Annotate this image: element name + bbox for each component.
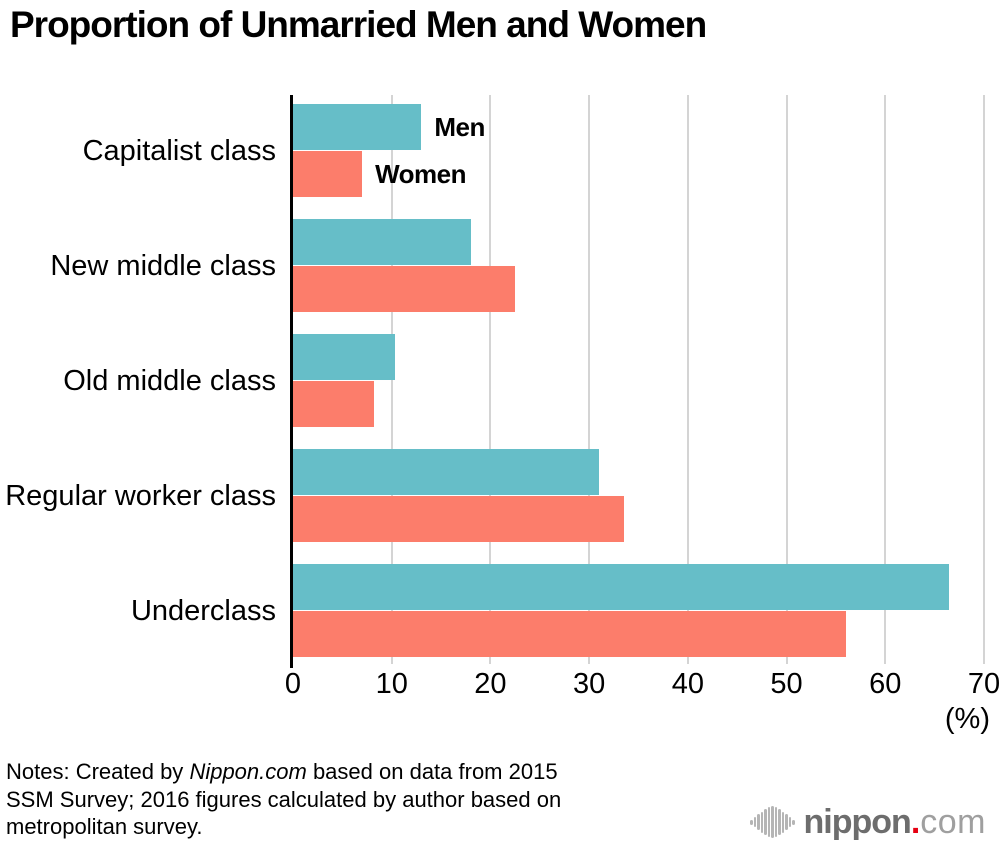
x-tick-label-70: 70 bbox=[967, 668, 1000, 700]
notes-line3: metropolitan survey. bbox=[6, 814, 203, 839]
x-axis-tick-labels: 0 10 20 30 40 50 60 70 bbox=[285, 668, 1000, 702]
x-tick-label-0: 0 bbox=[284, 668, 302, 700]
category-label-3: Old middle class bbox=[63, 364, 276, 397]
x-tick-label-40: 40 bbox=[671, 668, 704, 700]
bar-men-5 bbox=[293, 564, 950, 610]
x-tick-label-30: 30 bbox=[573, 668, 606, 700]
notes-prefix: Notes: Created by bbox=[6, 759, 190, 784]
bar-men-4 bbox=[293, 449, 599, 495]
bar-women-5 bbox=[293, 611, 846, 657]
bar-women-4 bbox=[293, 496, 624, 542]
soundwave-icon bbox=[750, 802, 795, 842]
bar-women-3 bbox=[293, 381, 374, 427]
logo-dot: . bbox=[910, 802, 921, 841]
bar-men-2 bbox=[293, 219, 471, 265]
bar-men-3 bbox=[293, 334, 395, 380]
x-tick-label-20: 20 bbox=[474, 668, 507, 700]
gridline-60 bbox=[884, 95, 887, 664]
legend-label-men: Men bbox=[434, 112, 485, 142]
category-label-1: Capitalist class bbox=[82, 134, 276, 167]
logo-tld: com bbox=[920, 802, 986, 841]
x-tick-label-50: 50 bbox=[770, 668, 803, 700]
notes-line2: SSM Survey; 2016 figures calculated by a… bbox=[6, 786, 562, 812]
logo-wordmark: nippon.com bbox=[804, 803, 986, 842]
x-tick-label-10: 10 bbox=[375, 668, 408, 700]
chart-plot-area: Men Women bbox=[290, 95, 985, 668]
y-axis-line bbox=[290, 95, 293, 668]
bar-women-2 bbox=[293, 266, 516, 312]
gridline-50 bbox=[785, 95, 788, 664]
notes-source: Nippon.com bbox=[189, 759, 307, 784]
x-tick-label-60: 60 bbox=[869, 668, 902, 700]
gridline-20 bbox=[489, 95, 492, 664]
chart-notes: Notes: Created by Nippon.com based on da… bbox=[6, 758, 666, 841]
category-label-2: New middle class bbox=[50, 249, 276, 282]
x-axis-unit-label: (%) bbox=[944, 703, 990, 735]
bar-men-1 bbox=[293, 104, 422, 150]
gridline-30 bbox=[588, 95, 591, 664]
notes-line1-rest: based on data from 2015 bbox=[306, 759, 558, 784]
gridline-70 bbox=[983, 95, 985, 664]
gridline-40 bbox=[686, 95, 689, 664]
category-label-4: Regular worker class bbox=[5, 479, 276, 512]
category-label-5: Underclass bbox=[130, 594, 276, 627]
nippon-logo: nippon.com bbox=[750, 802, 986, 842]
bar-women-1 bbox=[293, 151, 363, 197]
chart-title: Proportion of Unmarried Men and Women bbox=[10, 4, 707, 45]
logo-name: nippon bbox=[803, 802, 912, 841]
legend-label-women: Women bbox=[375, 159, 467, 189]
